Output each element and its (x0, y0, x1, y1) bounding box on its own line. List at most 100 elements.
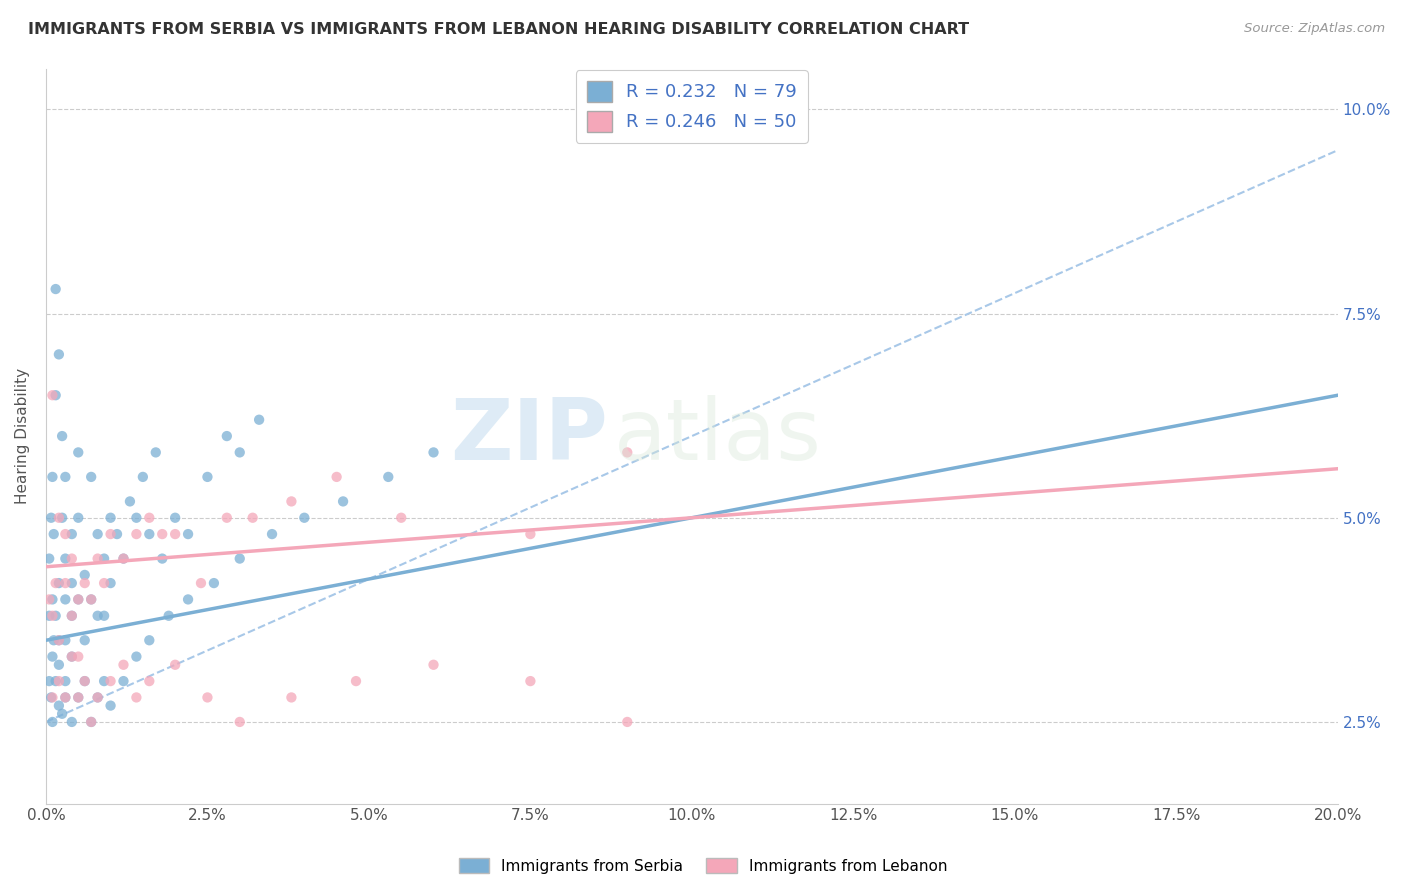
Point (100, 698, 122, 713)
Point (48, 657, 70, 672)
Point (112, 674, 135, 689)
Point (229, 445, 252, 459)
Point (118, 494, 141, 508)
Point (53, 576, 76, 591)
Text: IMMIGRANTS FROM SERBIA VS IMMIGRANTS FROM LEBANON HEARING DISABILITY CORRELATION: IMMIGRANTS FROM SERBIA VS IMMIGRANTS FRO… (28, 22, 969, 37)
Point (45, 576, 67, 591)
Point (165, 657, 187, 672)
Point (100, 674, 122, 689)
Point (138, 674, 160, 689)
Point (616, 445, 638, 459)
Point (197, 470, 219, 484)
Point (125, 527, 148, 541)
Point (41, 714, 63, 729)
Point (45, 282, 67, 296)
Point (332, 494, 354, 508)
Point (60, 608, 83, 623)
Point (616, 714, 638, 729)
Point (51, 510, 73, 524)
Point (80, 470, 103, 484)
Point (190, 576, 212, 591)
Y-axis label: Hearing Disability: Hearing Disability (15, 368, 30, 504)
Point (344, 674, 367, 689)
Point (60, 551, 83, 566)
Point (53, 690, 76, 705)
Point (197, 690, 219, 705)
Point (38, 674, 60, 689)
Point (215, 429, 238, 443)
Point (138, 510, 160, 524)
Point (86, 551, 108, 566)
Point (38, 592, 60, 607)
Point (145, 445, 167, 459)
Point (60, 576, 83, 591)
Point (67, 445, 90, 459)
Point (48, 698, 70, 713)
Point (138, 633, 160, 648)
Point (60, 527, 83, 541)
Point (389, 510, 412, 524)
Point (60, 714, 83, 729)
Point (67, 510, 90, 524)
Point (41, 690, 63, 705)
Point (73, 576, 96, 591)
Point (67, 690, 90, 705)
Point (41, 470, 63, 484)
Point (73, 568, 96, 582)
Point (422, 445, 444, 459)
Point (132, 470, 155, 484)
Point (138, 527, 160, 541)
Point (93, 551, 115, 566)
Point (519, 674, 541, 689)
Point (41, 649, 63, 664)
Point (73, 633, 96, 648)
Point (53, 690, 76, 705)
Point (150, 527, 173, 541)
Point (42, 633, 65, 648)
Point (45, 674, 67, 689)
Point (100, 576, 122, 591)
Point (41, 608, 63, 623)
Point (51, 706, 73, 721)
Point (53, 592, 76, 607)
Point (60, 608, 83, 623)
Legend: R = 0.232   N = 79, R = 0.246   N = 50: R = 0.232 N = 79, R = 0.246 N = 50 (576, 70, 808, 143)
Point (67, 592, 90, 607)
Point (45, 388, 67, 402)
Point (202, 576, 225, 591)
Text: atlas: atlas (614, 394, 823, 477)
Point (39, 690, 62, 705)
Point (86, 608, 108, 623)
Text: Source: ZipAtlas.com: Source: ZipAtlas.com (1244, 22, 1385, 36)
Point (67, 690, 90, 705)
Point (48, 347, 70, 361)
Point (280, 494, 302, 508)
Point (45, 608, 67, 623)
Point (105, 527, 128, 541)
Point (80, 714, 103, 729)
Point (125, 690, 148, 705)
Point (93, 576, 115, 591)
Point (260, 527, 283, 541)
Point (73, 674, 96, 689)
Text: ZIP: ZIP (450, 394, 607, 477)
Point (157, 608, 180, 623)
Point (41, 388, 63, 402)
Point (53, 470, 76, 484)
Point (48, 674, 70, 689)
Point (93, 674, 115, 689)
Point (377, 470, 399, 484)
Point (422, 657, 444, 672)
Legend: Immigrants from Serbia, Immigrants from Lebanon: Immigrants from Serbia, Immigrants from … (453, 852, 953, 880)
Point (42, 527, 65, 541)
Point (150, 551, 173, 566)
Point (292, 510, 315, 524)
Point (60, 649, 83, 664)
Point (177, 527, 200, 541)
Point (48, 576, 70, 591)
Point (86, 527, 108, 541)
Point (280, 690, 302, 705)
Point (165, 527, 187, 541)
Point (67, 649, 90, 664)
Point (53, 674, 76, 689)
